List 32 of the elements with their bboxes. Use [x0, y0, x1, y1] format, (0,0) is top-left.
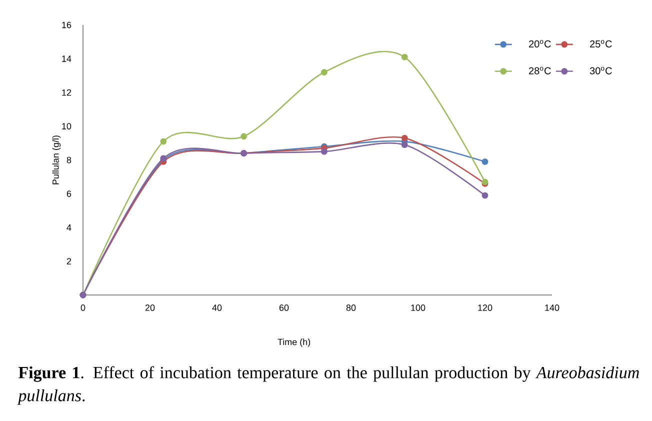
- x-axis-title: Time (h): [278, 338, 310, 347]
- y-tick-label: 12: [62, 89, 72, 96]
- y-tick-label: 4: [66, 224, 72, 231]
- point: [482, 192, 488, 199]
- legend-label: 30$^{o}$C: [590, 66, 612, 74]
- text: Figure 1. Effect of incubation temperature on the pullulan production by Aureobasidium pullulans.: [17, 366, 639, 405]
- x-tick-label: 120: [478, 304, 492, 311]
- x-tick-label: 40: [212, 304, 222, 311]
- y-tick-label: 16: [62, 22, 72, 28]
- point: [401, 142, 408, 148]
- x-tick-label: 140: [545, 304, 560, 311]
- y-tick-label: 14: [62, 56, 72, 62]
- y-tick-label: 8: [66, 156, 72, 164]
- point: [401, 134, 408, 142]
- x-tick-label: 80: [346, 304, 356, 311]
- point: [160, 138, 167, 145]
- legend-label: 28$^{o}$C: [529, 66, 551, 74]
- x-tick-label: 100: [411, 304, 426, 311]
- y-tick-label: 10: [62, 123, 72, 130]
- point: [240, 133, 248, 140]
- point: [401, 54, 408, 60]
- x-tick-label: 20: [145, 304, 155, 311]
- x-tick-label: 0: [80, 304, 86, 311]
- point: [320, 69, 328, 76]
- legend-label: 20$^{o}$C: [529, 40, 551, 48]
- y-tick-label: 2: [66, 258, 72, 264]
- point: [482, 158, 488, 165]
- y-tick-label: 6: [66, 190, 72, 197]
- y-axis-title: Pullulan (g/l): [52, 136, 61, 184]
- x-tick-label: 60: [279, 304, 289, 311]
- legend-label: 25$^{o}$C: [590, 40, 612, 48]
- point: [320, 148, 328, 155]
